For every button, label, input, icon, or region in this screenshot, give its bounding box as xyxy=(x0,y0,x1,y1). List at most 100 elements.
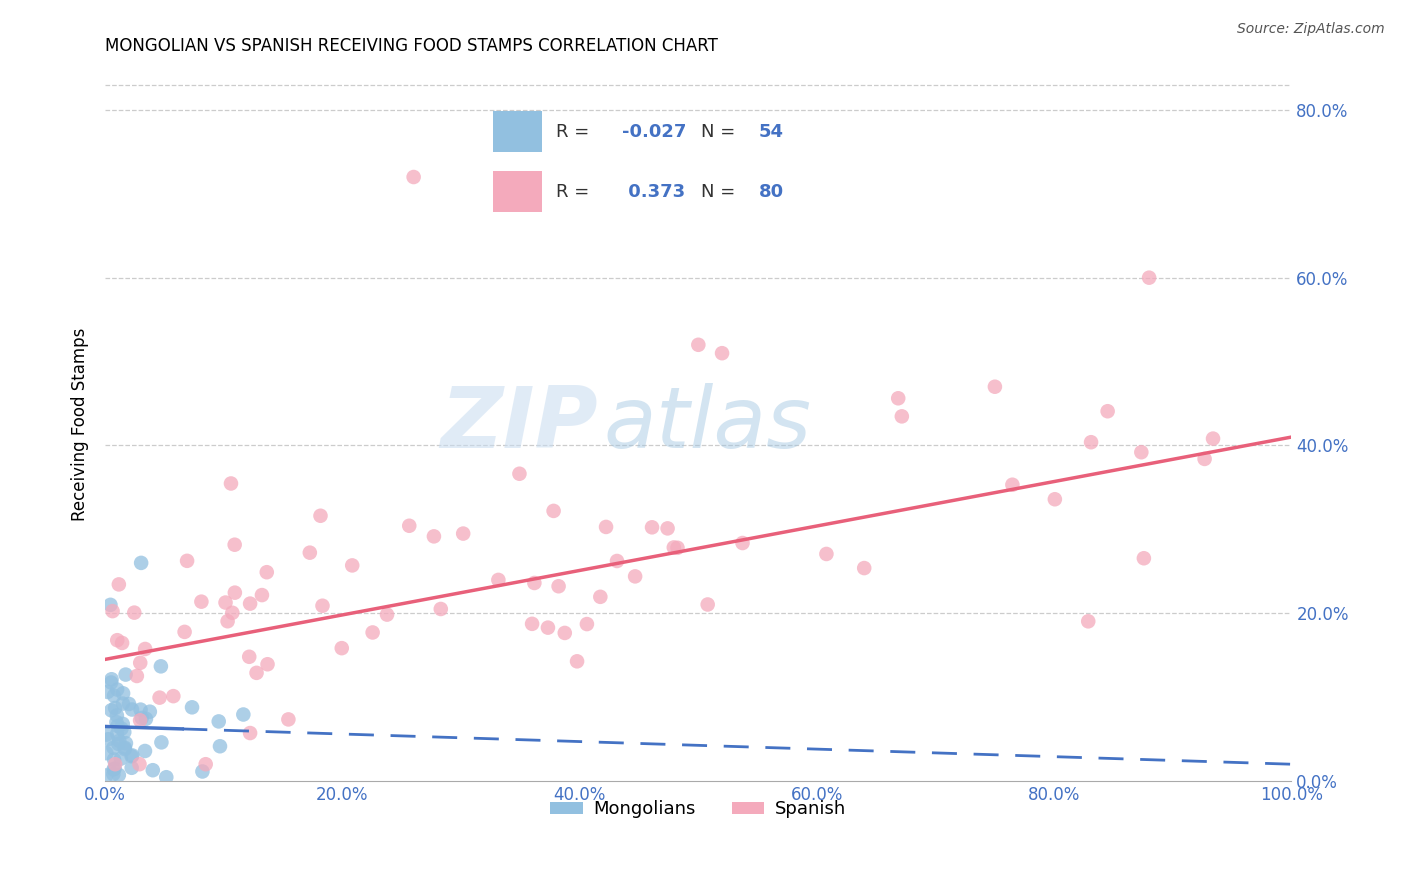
Point xyxy=(208,739,231,754)
Point xyxy=(217,614,239,628)
Point xyxy=(118,697,141,711)
Point xyxy=(486,573,509,587)
Point xyxy=(224,585,246,599)
Point xyxy=(108,768,131,782)
Point xyxy=(815,547,838,561)
Point xyxy=(105,715,128,730)
Point xyxy=(100,675,122,690)
Point xyxy=(451,526,474,541)
Point xyxy=(711,346,734,360)
Point xyxy=(589,590,612,604)
Point xyxy=(100,703,122,717)
Point xyxy=(155,770,177,784)
Point xyxy=(887,392,910,406)
Point xyxy=(134,744,156,758)
Point xyxy=(361,625,384,640)
Point xyxy=(101,604,124,618)
Point xyxy=(245,665,267,680)
Text: Source: ZipAtlas.com: Source: ZipAtlas.com xyxy=(1237,22,1385,37)
Point xyxy=(121,761,143,775)
Point xyxy=(103,740,125,755)
Point xyxy=(97,685,120,699)
Point xyxy=(112,725,135,739)
Point xyxy=(112,686,135,700)
Y-axis label: Receiving Food Stamps: Receiving Food Stamps xyxy=(72,327,89,521)
Point xyxy=(554,626,576,640)
Point xyxy=(104,762,127,776)
Point xyxy=(107,719,129,733)
Point xyxy=(110,751,132,765)
Point xyxy=(149,659,172,673)
Point xyxy=(641,520,664,534)
Point xyxy=(890,409,912,424)
Point xyxy=(135,712,157,726)
Point xyxy=(375,607,398,622)
Point xyxy=(277,712,299,726)
Point xyxy=(1077,615,1099,629)
Point xyxy=(298,546,321,560)
Point xyxy=(124,606,146,620)
Point xyxy=(111,717,134,731)
Point xyxy=(111,697,134,711)
Point xyxy=(162,689,184,703)
Point xyxy=(150,735,173,749)
Point xyxy=(984,380,1007,394)
Point xyxy=(657,521,679,535)
Point xyxy=(104,757,127,772)
Point xyxy=(423,529,446,543)
Point xyxy=(104,701,127,715)
Point xyxy=(114,740,136,755)
Point xyxy=(520,616,543,631)
Point xyxy=(214,596,236,610)
Point xyxy=(105,708,128,723)
Point xyxy=(311,599,333,613)
Point xyxy=(190,595,212,609)
Point xyxy=(129,714,152,728)
Point xyxy=(105,633,128,648)
Point xyxy=(523,576,546,591)
Point xyxy=(221,606,243,620)
Point xyxy=(131,711,153,725)
Point xyxy=(250,588,273,602)
Legend: Mongolians, Spanish: Mongolians, Spanish xyxy=(543,793,853,825)
Point xyxy=(575,617,598,632)
Point xyxy=(97,732,120,747)
Point xyxy=(508,467,530,481)
Point xyxy=(1001,477,1024,491)
Point xyxy=(96,768,118,782)
Point xyxy=(547,579,569,593)
Point xyxy=(100,598,122,612)
Point xyxy=(105,727,128,741)
Point xyxy=(256,565,278,579)
Point xyxy=(309,508,332,523)
Point xyxy=(342,558,364,573)
Point xyxy=(1097,404,1119,418)
Point xyxy=(232,707,254,722)
Point xyxy=(107,737,129,751)
Point xyxy=(565,654,588,668)
Point xyxy=(731,536,754,550)
Point xyxy=(96,746,118,760)
Point xyxy=(606,554,628,568)
Point xyxy=(128,757,150,772)
Text: ZIP: ZIP xyxy=(440,383,598,466)
Point xyxy=(103,752,125,766)
Point xyxy=(103,767,125,781)
Point xyxy=(111,636,134,650)
Point xyxy=(1043,492,1066,507)
Point xyxy=(537,621,560,635)
Point xyxy=(121,749,143,764)
Point xyxy=(108,577,131,591)
Point xyxy=(100,672,122,686)
Point xyxy=(173,624,195,639)
Point xyxy=(624,569,647,583)
Point xyxy=(402,169,425,184)
Point xyxy=(238,649,260,664)
Point xyxy=(666,541,689,555)
Point xyxy=(398,518,420,533)
Point xyxy=(239,597,262,611)
Point xyxy=(129,656,152,670)
Point xyxy=(1133,551,1156,566)
Point xyxy=(256,657,278,672)
Point xyxy=(1130,445,1153,459)
